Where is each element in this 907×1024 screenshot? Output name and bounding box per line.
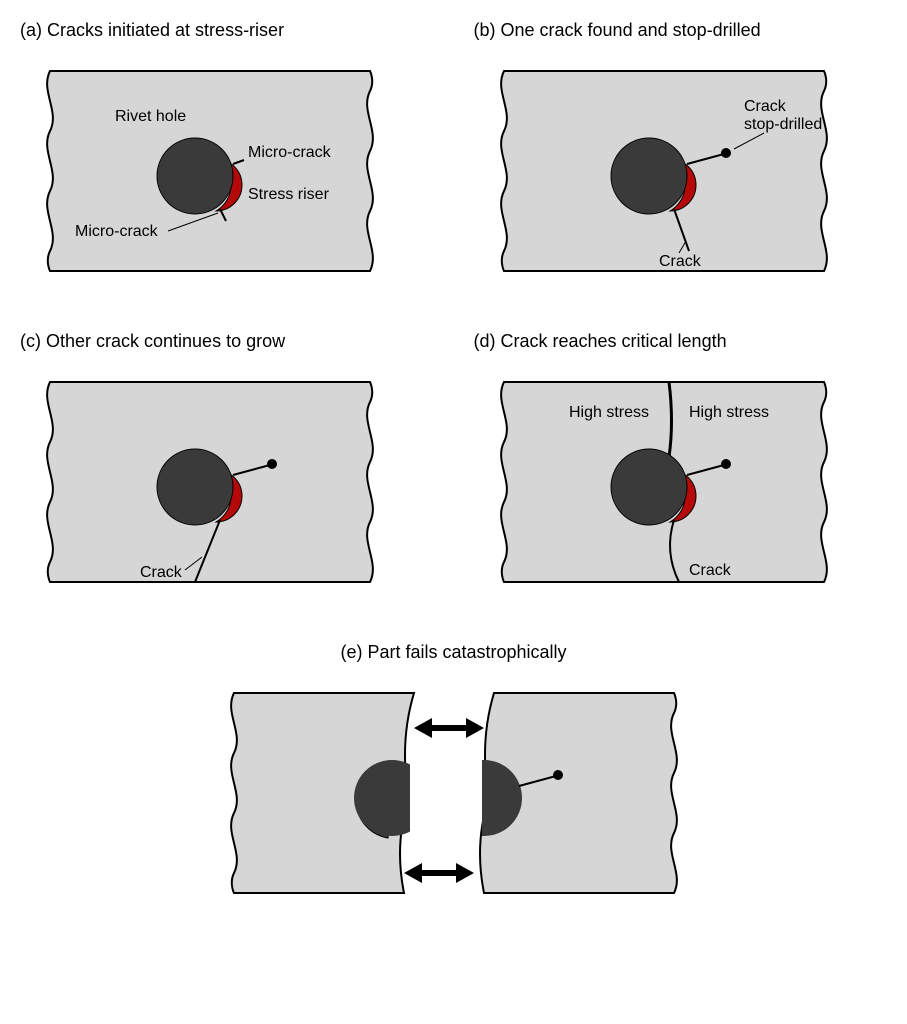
label-crack-d: Crack [689,562,732,579]
separation-arrow-top [414,718,484,738]
rivet-hole [157,138,233,214]
panel-d: (d) Crack reaches critical length High s… [474,331,888,602]
panel-b-svg: Crack stop-drilled Crack [474,51,854,291]
panel-b-title: (b) One crack found and stop-drilled [474,20,888,41]
panel-a: (a) Cracks initiated at stress-riser Riv… [20,20,434,291]
rivet-hole [157,449,233,525]
stop-drill-remnant-hole [553,770,563,780]
panel-e-title: (e) Part fails catastrophically [340,642,566,663]
panel-a-title: (a) Cracks initiated at stress-riser [20,20,434,41]
panel-c: (c) Other crack continues to grow Crack [20,331,434,602]
label-stop-drilled-l1: Crack [744,98,787,115]
panel-e-svg [194,673,714,913]
panel-d-title: (d) Crack reaches critical length [474,331,888,352]
rivet-hole [611,138,687,214]
label-crack-c: Crack [140,564,183,581]
hole-left [354,760,430,836]
panel-d-svg: High stress High stress Crack [474,362,854,602]
panel-c-svg: Crack [20,362,400,602]
rivet-hole [611,449,687,525]
panel-a-svg: Rivet hole Micro-crack Stress riser Micr… [20,51,400,291]
stop-drill-hole [267,459,277,469]
label-stop-drilled-l2: stop-drilled [744,116,822,133]
stop-drill-hole [721,459,731,469]
label-high-stress-l: High stress [569,404,649,421]
label-rivet-hole: Rivet hole [115,108,186,125]
panel-b: (b) One crack found and stop-drilled Cra… [474,20,888,291]
label-high-stress-r: High stress [689,404,769,421]
panel-c-title: (c) Other crack continues to grow [20,331,434,352]
label-crack-b: Crack [659,253,702,270]
label-stress-riser: Stress riser [248,186,330,203]
separation-arrow-bottom [404,863,474,883]
panel-e: (e) Part fails catastrophically [20,642,887,913]
label-micro-crack-top: Micro-crack [248,144,332,161]
label-micro-crack-bottom: Micro-crack [75,223,159,240]
stop-drill-hole [721,148,731,158]
hole-right [446,760,522,836]
